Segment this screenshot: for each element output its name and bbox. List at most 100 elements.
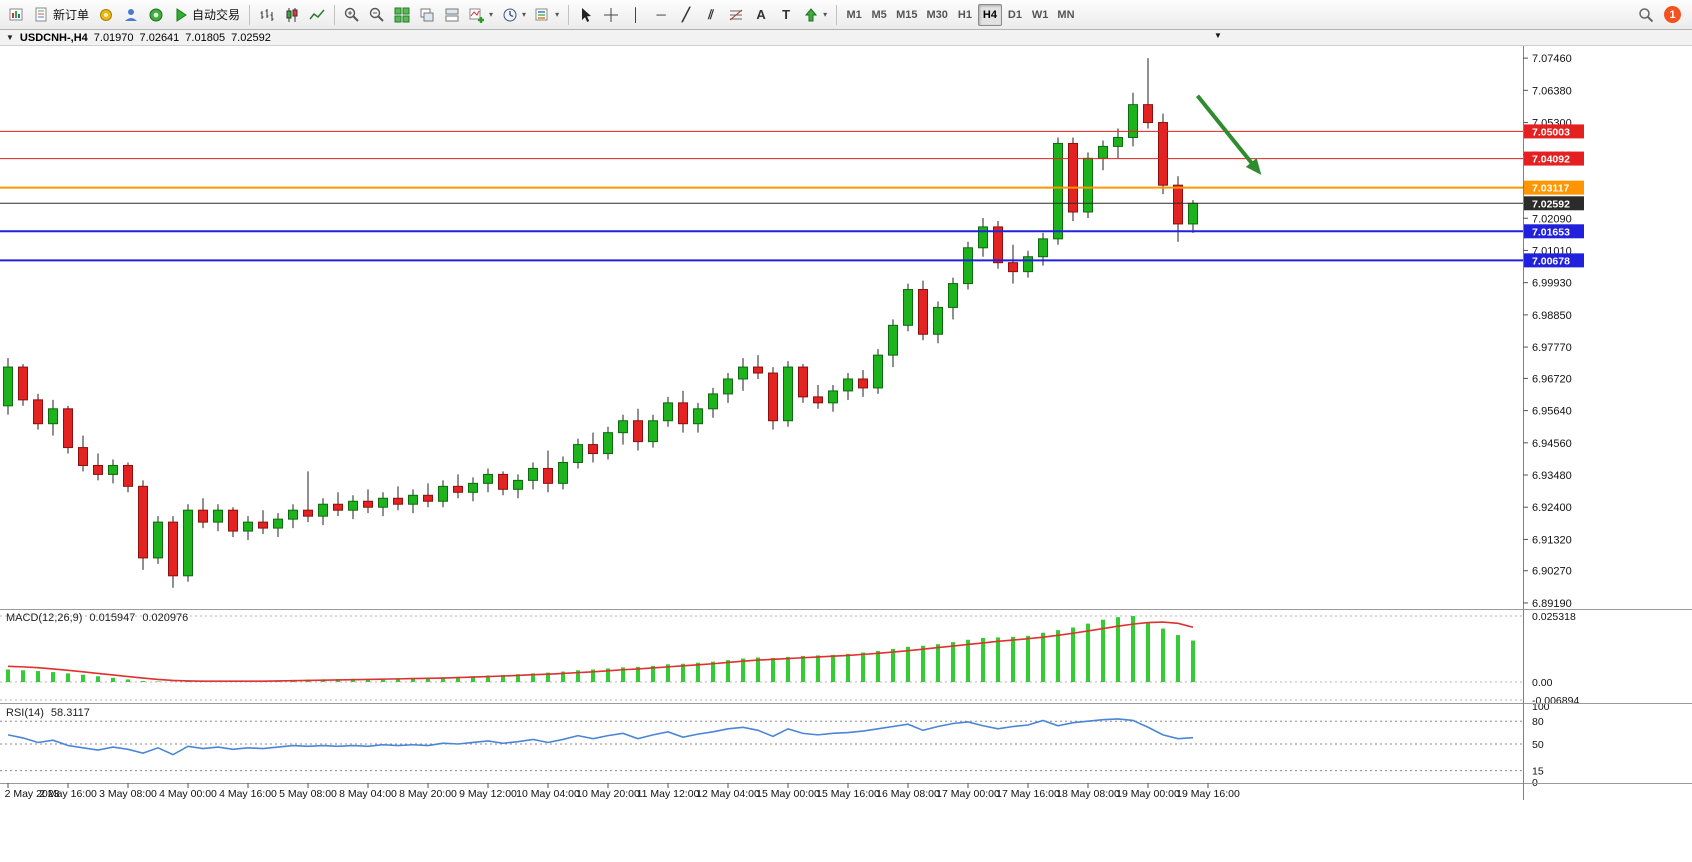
time-label: 12 May 04:00 (696, 788, 760, 800)
price-tick-label: 6.95640 (1532, 406, 1572, 418)
text-tool-button[interactable]: A (749, 3, 773, 27)
horizontal-line-icon: ─ (656, 7, 666, 22)
timeframe-MN[interactable]: MN (1057, 8, 1075, 21)
label-tool-button[interactable]: T (774, 3, 798, 27)
crosshair-button[interactable] (599, 3, 623, 27)
bar-chart-icon (260, 8, 274, 21)
svg-text:7.04092: 7.04092 (1532, 154, 1570, 166)
ohlc-open: 7.01970 (93, 31, 134, 44)
autoscroll-marker-icon[interactable]: ▼ (1214, 31, 1222, 40)
candle-body (738, 366, 748, 380)
notification-badge[interactable]: 1 (1664, 6, 1681, 23)
chart-header: ▼ USDCNH-,H4 7.01970 7.02641 7.01805 7.0… (0, 30, 1692, 46)
chevron-down-icon: ▾ (823, 10, 828, 19)
tile-horizontal-button[interactable] (440, 3, 464, 27)
timeframe-D1[interactable]: D1 (1007, 8, 1022, 21)
time-label: 19 May 16:00 (1176, 788, 1240, 800)
new-chart-button[interactable] (5, 3, 29, 27)
new-order-button[interactable]: 新订单 (30, 3, 93, 27)
symbol-timeframe-label: USDCNH-,H4 (19, 31, 88, 44)
wizard-icon (100, 8, 113, 21)
time-label: 8 May 04:00 (339, 788, 397, 800)
candle-body (678, 402, 688, 425)
community-button[interactable] (144, 3, 168, 27)
candle-body (1128, 104, 1138, 138)
trendline-tool-button[interactable]: ╱ (674, 3, 698, 27)
candle-body (93, 464, 103, 475)
candle-body (603, 432, 613, 455)
zoom-out-button[interactable] (365, 3, 389, 27)
hlines-layer[interactable] (0, 130, 1523, 262)
chart-bars-button[interactable] (255, 3, 279, 27)
indicators-button[interactable]: ▾ (465, 3, 497, 27)
candle-body (1068, 142, 1078, 213)
timeframe-W1[interactable]: W1 (1031, 8, 1049, 21)
candle-body (138, 485, 148, 559)
vertical-line-tool-button[interactable]: │ (624, 3, 648, 27)
price-tick-label: 6.96720 (1532, 373, 1572, 385)
candle-body (1143, 104, 1153, 124)
candle-body (1008, 262, 1018, 273)
candle-body (438, 485, 448, 502)
candle-body (948, 283, 958, 308)
candle-body (708, 393, 718, 410)
timeframe-group: M1 M5 M15 M30 H1 H4 D1 W1 MN (842, 3, 1078, 26)
candle-body (1083, 157, 1093, 213)
timeframe-M15[interactable]: M15 (896, 8, 918, 21)
wizard-button[interactable] (94, 3, 118, 27)
toolbar-separator (836, 4, 838, 25)
search-button[interactable] (1634, 3, 1658, 27)
candle-body (588, 444, 598, 455)
candle-body (333, 503, 343, 511)
time-label: 4 May 00:00 (159, 788, 217, 800)
line-chart-icon (309, 9, 325, 19)
candle-body (663, 402, 673, 422)
chart-line-button[interactable] (305, 3, 329, 27)
price-tick-label: 6.92400 (1532, 502, 1572, 514)
profile-button[interactable] (119, 3, 143, 27)
text-tool-icon: A (756, 7, 766, 22)
profile-icon (125, 8, 138, 21)
candle-body (468, 482, 478, 493)
tile-windows-button[interactable] (390, 3, 414, 27)
cascade-windows-button[interactable] (415, 3, 439, 27)
new-order-label: 新订单 (53, 8, 90, 22)
svg-text:7.00678: 7.00678 (1532, 255, 1570, 267)
candle-body (273, 518, 283, 529)
time-label: 11 May 12:00 (637, 788, 700, 800)
autotrade-button[interactable]: 自动交易 (169, 3, 244, 27)
channel-tool-button[interactable]: ⫽ (699, 3, 723, 27)
timeframe-M5[interactable]: M5 (871, 8, 887, 21)
arrow-annotation[interactable] (1195, 94, 1262, 175)
time-label: 15 May 16:00 (816, 788, 880, 800)
candle-body (693, 408, 703, 425)
tile-windows-icon (394, 7, 410, 22)
candle-body (1023, 256, 1033, 273)
periods-button[interactable]: ▾ (498, 3, 530, 27)
timeframe-M1[interactable]: M1 (846, 8, 862, 21)
time-label: 8 May 20:00 (399, 788, 457, 800)
candle-body (888, 324, 898, 356)
community-icon (149, 8, 163, 21)
price-badge: 7.00678 (1524, 253, 1584, 268)
fibonacci-tool-button[interactable] (724, 3, 748, 27)
candle-body (243, 521, 253, 532)
shapes-button[interactable]: ▾ (799, 3, 831, 27)
zoom-in-button[interactable] (340, 3, 364, 27)
templates-button[interactable]: ▾ (531, 3, 563, 27)
horizontal-line-tool-button[interactable]: ─ (649, 3, 673, 27)
ohlc-low: 7.01805 (185, 31, 226, 44)
indicators-icon (469, 8, 485, 23)
symbol-dropdown-icon[interactable]: ▼ (6, 33, 14, 42)
chart-canvas[interactable]: 0.0253180.00-0.00689410080501507.074607.… (0, 46, 1692, 800)
time-label: 18 May 08:00 (1056, 788, 1120, 800)
timeframe-M30[interactable]: M30 (926, 8, 948, 21)
timeframe-H1[interactable]: H1 (957, 8, 972, 21)
cursor-button[interactable] (574, 3, 598, 27)
candle-body (993, 226, 1003, 264)
candle-body (48, 408, 58, 425)
chart-candles-button[interactable] (280, 3, 304, 27)
price-badge: 7.04092 (1524, 151, 1584, 166)
timeframe-H4[interactable]: H4 (977, 3, 1002, 26)
